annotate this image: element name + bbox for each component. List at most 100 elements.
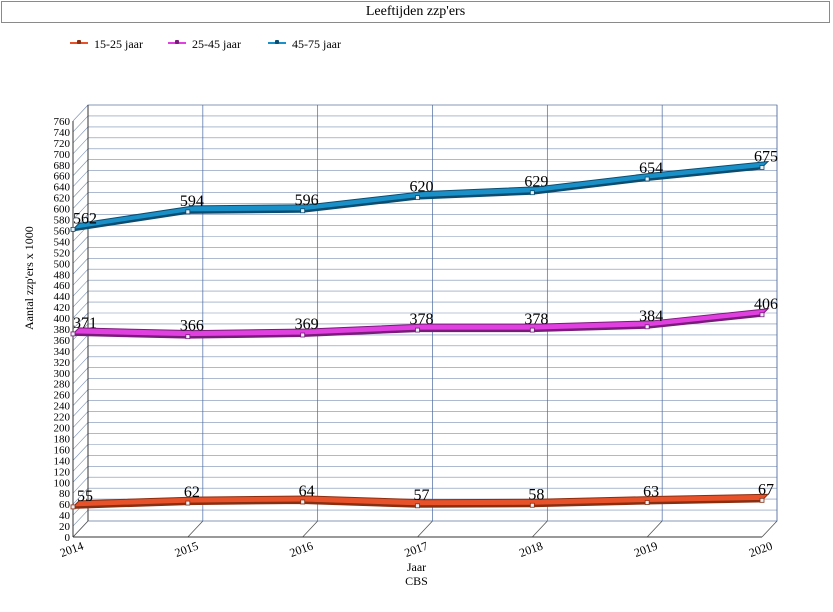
x-tick-label: 2018 — [517, 539, 544, 560]
series-25-45-jaar-point — [70, 331, 76, 337]
y-axis-label: Aantal zzp'ers x 1000 — [22, 226, 36, 330]
x-tick-label: 2014 — [58, 539, 85, 560]
data-label: 378 — [410, 311, 434, 328]
series-15-25-jaar-point — [300, 499, 306, 505]
series-45-75-jaar-point — [415, 195, 420, 201]
series-25-45-jaar-point — [759, 312, 765, 318]
gridline-side — [72, 247, 89, 264]
y-tick-label: 660 — [54, 171, 71, 183]
gridline-side — [72, 269, 89, 286]
data-label: 64 — [299, 483, 315, 500]
gridline-side — [72, 367, 89, 384]
x-tick-label: 2015 — [173, 539, 200, 560]
y-tick-label: 40 — [59, 510, 71, 522]
y-tick-label: 600 — [54, 204, 71, 216]
y-tick-label: 140 — [54, 455, 71, 467]
y-tick-label: 580 — [54, 215, 71, 227]
data-label: 654 — [639, 160, 663, 177]
gridline-side — [72, 487, 89, 505]
series-45-75-jaar-point — [529, 190, 535, 196]
legend-marker-25-45 — [175, 40, 179, 44]
y-tick-label: 160 — [54, 444, 71, 456]
data-label: 620 — [410, 179, 434, 196]
gridline-side — [72, 148, 89, 165]
gridline-side — [72, 422, 89, 439]
data-label: 63 — [643, 484, 659, 501]
gridline-side — [72, 477, 89, 494]
data-label: 369 — [295, 316, 319, 333]
y-tick-label: 680 — [54, 160, 71, 172]
gridline-side — [72, 400, 89, 417]
chart-title: Leeftijden zzp'ers — [365, 4, 466, 19]
y-tick-label: 280 — [54, 379, 71, 391]
y-tick-label: 300 — [54, 368, 71, 380]
series-25-45-jaar-point — [529, 327, 535, 333]
y-tick-label: 100 — [54, 477, 71, 489]
gridline-side — [72, 433, 89, 450]
gridline-side — [72, 334, 89, 352]
x-tick-label: 2016 — [288, 539, 315, 560]
series-15-25-jaar-point — [70, 504, 76, 510]
data-label: 596 — [295, 192, 319, 209]
gridline-side — [72, 411, 89, 428]
y-tick-label: 500 — [54, 258, 71, 270]
gridline-side — [72, 356, 89, 373]
gridline-side — [72, 345, 89, 363]
x-axis-label: Jaar — [406, 560, 427, 574]
series-45-75-jaar-point — [300, 208, 306, 214]
y-tick-label: 440 — [54, 291, 71, 303]
x-tick-label: 2020 — [747, 539, 774, 560]
series-45-75-jaar-point — [185, 209, 191, 215]
y-tick-label: 460 — [54, 280, 71, 292]
series-45-75-jaar-point — [644, 176, 650, 182]
gridline-side — [72, 279, 89, 297]
y-tick-label: 760 — [54, 116, 71, 128]
y-tick-label: 20 — [59, 521, 71, 533]
y-tick-label: 480 — [54, 269, 71, 281]
data-label: 384 — [639, 308, 663, 325]
floor-line — [187, 520, 204, 538]
series-25-45-jaar-point — [644, 324, 650, 330]
floor-line — [417, 520, 433, 538]
y-tick-label: 520 — [54, 247, 71, 259]
legend-label: 25-45 jaar — [192, 37, 241, 51]
y-tick-label: 320 — [54, 357, 71, 369]
gridline-side — [72, 301, 89, 319]
y-tick-label: 400 — [54, 313, 71, 325]
gridline-side — [72, 181, 89, 198]
data-label: 562 — [73, 210, 97, 227]
x-tick-label: 2017 — [402, 539, 429, 560]
data-label: 62 — [184, 484, 200, 501]
y-tick-label: 380 — [54, 324, 71, 336]
floor-line — [646, 520, 663, 538]
gridline-side — [72, 192, 89, 209]
series-45-75-jaar-point — [70, 226, 76, 232]
data-label: 378 — [524, 311, 548, 328]
gridline-side — [72, 126, 89, 144]
series-15-25-jaar-point — [185, 500, 191, 506]
y-tick-label: 560 — [54, 225, 71, 237]
series-15-25-jaar-point — [415, 503, 420, 509]
gridline-side — [72, 509, 89, 527]
series-15-25-jaar-point — [759, 497, 765, 503]
y-tick-label: 200 — [54, 423, 71, 435]
series-45-75-jaar-group: 562 594 596 620 629 654 675 — [70, 149, 778, 232]
gridline-side — [72, 312, 89, 330]
data-label: 67 — [758, 481, 774, 498]
y-tick-label: 700 — [54, 149, 71, 161]
data-label: 57 — [414, 487, 430, 504]
chart-title-box: Leeftijden zzp'ers — [1, 1, 830, 23]
data-label: 58 — [528, 486, 544, 503]
legend-label: 45-75 jaar — [292, 37, 341, 51]
data-label: 675 — [754, 149, 778, 166]
legend-label: 15-25 jaar — [94, 37, 143, 51]
series-25-45-jaar-group: 371 366 369 378 378 384 406 — [70, 296, 778, 340]
y-tick-label: 80 — [59, 488, 71, 500]
y-tick-label: 340 — [54, 346, 71, 358]
y-tick-label: 0 — [65, 532, 71, 544]
data-label: 629 — [524, 174, 548, 191]
source-label: CBS — [405, 574, 428, 588]
y-tick-label: 180 — [54, 433, 71, 445]
gridline-side — [72, 455, 89, 472]
floor-line — [761, 520, 778, 538]
